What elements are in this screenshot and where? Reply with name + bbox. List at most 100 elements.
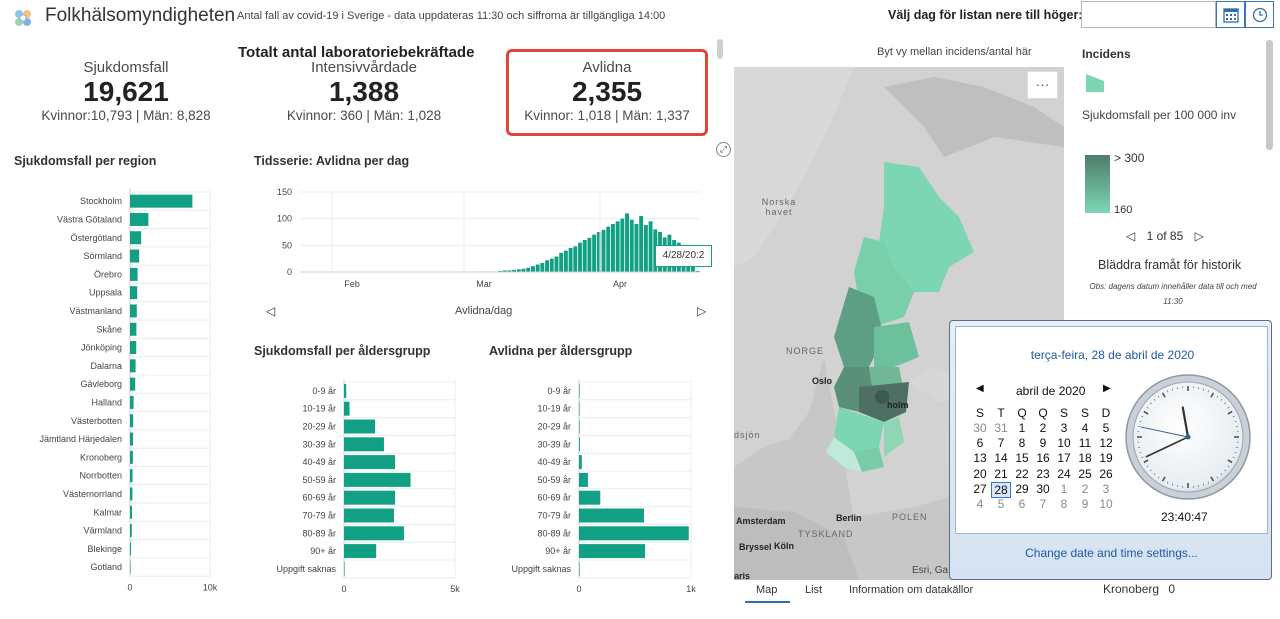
bar (130, 231, 142, 245)
clock-minute-hand (1145, 436, 1189, 458)
calendar-day[interactable]: 11 (1078, 436, 1092, 451)
date-input[interactable] (1081, 1, 1216, 28)
calendar-day[interactable]: 19 (1099, 451, 1113, 466)
change-datetime-settings-link[interactable]: Change date and time settings... (1025, 546, 1198, 560)
map-more-button[interactable]: ··· (1027, 71, 1058, 99)
calendar-day[interactable]: 6 (1018, 497, 1026, 511)
age-cases-chart: 0-9 år 10-19 år 20-29 år 30-39 år 40-49 år 50… (276, 380, 460, 594)
calendar-day[interactable]: 25 (1078, 466, 1092, 481)
bar (540, 262, 545, 272)
calendar-day[interactable]: 2 (1081, 481, 1089, 496)
calendar-day[interactable]: 2 (1039, 421, 1047, 435)
calendar-day[interactable]: 1 (1018, 421, 1026, 435)
calendar-day[interactable]: 13 (973, 451, 987, 466)
bar (601, 229, 606, 272)
calendar-day[interactable]: 5 (1102, 421, 1110, 435)
calendar-next-icon[interactable]: ▶ (1103, 383, 1111, 394)
bar (130, 341, 137, 355)
calendar-day[interactable]: 30 (973, 421, 987, 435)
active-tab-indicator (745, 601, 790, 603)
calendar-month-label[interactable]: abril de 2020 (1016, 384, 1086, 398)
calendar-day[interactable]: 15 (1015, 451, 1029, 466)
calendar-day[interactable]: 28 (991, 481, 1011, 498)
calendar-day[interactable]: 23 (1036, 466, 1050, 481)
calendar-day[interactable]: 8 (1018, 436, 1026, 451)
category-label: 90+ år (310, 546, 336, 556)
calendar-day[interactable]: 3 (1102, 481, 1110, 496)
category-label: Västernorrland (63, 489, 122, 499)
expand-icon[interactable]: ⤢ (716, 142, 731, 157)
next-arrow-icon[interactable]: ▷ (697, 304, 707, 318)
calendar-day[interactable]: 6 (976, 436, 984, 451)
map-toggle-label[interactable]: Byt vy mellan incidens/antal här (877, 46, 1032, 58)
tab-data-sources[interactable]: Information om datakällor (849, 584, 974, 596)
calendar-day[interactable]: 14 (994, 451, 1008, 466)
calendar-day[interactable]: 9 (1039, 436, 1047, 451)
bar (526, 267, 531, 272)
timeseries-chart-title: Tidsserie: Avlidna per dag (254, 154, 410, 168)
region-chart: Stockholm Västra Götaland Östergötland Sörm… (39, 188, 218, 592)
calendar-day[interactable]: 18 (1078, 451, 1092, 466)
calendar-day[interactable]: 5 (997, 497, 1005, 511)
calendar-day[interactable]: 21 (994, 466, 1008, 481)
bar (629, 219, 634, 272)
calendar-day[interactable]: 20 (973, 466, 987, 481)
calendar-day[interactable]: 17 (1057, 451, 1071, 466)
stat-deaths-value: 2,355 (571, 76, 643, 107)
calendar-day[interactable]: 27 (973, 481, 987, 496)
calendar-day[interactable]: 3 (1060, 421, 1068, 435)
calendar-day[interactable]: 8 (1060, 497, 1068, 511)
bar (130, 450, 133, 464)
calendar-day[interactable]: 31 (994, 421, 1008, 435)
calendar-weekday: S (975, 406, 984, 420)
calendar-prev-icon[interactable]: ◀ (976, 383, 984, 394)
bar (579, 383, 580, 398)
stat-icu: Intensivvårdade 1,388 Kvinnor: 360 | Män… (258, 59, 470, 123)
time-button[interactable] (1245, 1, 1274, 28)
calendar-day[interactable]: 29 (1015, 481, 1029, 496)
tab-list[interactable]: List (805, 584, 823, 596)
category-label: Kalmar (93, 507, 122, 517)
calendar-day[interactable]: 10 (1057, 436, 1071, 451)
calendar-day[interactable]: 26 (1099, 466, 1113, 481)
analog-clock (1125, 374, 1251, 500)
calendar-day[interactable]: 12 (1099, 436, 1113, 451)
bar (130, 414, 134, 428)
pager-next-icon[interactable]: ▷ (1194, 229, 1204, 243)
legend-scrollbar[interactable] (1266, 40, 1273, 150)
bar (615, 221, 620, 272)
long-date-link[interactable]: terça-feira, 28 de abril de 2020 (1030, 348, 1195, 362)
bar (625, 213, 630, 272)
stat-deaths-label: Avlidna (582, 59, 632, 76)
calendar-day[interactable]: 24 (1057, 466, 1071, 481)
calendar-button[interactable] (1216, 1, 1245, 28)
category-label: Uppgift saknas (511, 564, 571, 574)
bar (648, 221, 653, 272)
bar (130, 359, 136, 373)
calendar-day[interactable]: 30 (1036, 481, 1050, 496)
calendar-day[interactable]: 9 (1081, 497, 1089, 511)
bar (502, 270, 507, 272)
bar (549, 258, 554, 272)
calendar-day[interactable]: 4 (1081, 421, 1089, 435)
calendar-day[interactable]: 1 (1060, 481, 1068, 496)
bar (344, 544, 377, 559)
calendar-day[interactable]: 22 (1015, 466, 1029, 481)
category-label: 90+ år (545, 546, 571, 556)
calendar-day[interactable]: 16 (1036, 451, 1050, 466)
pager-prev-icon[interactable]: ◁ (1126, 229, 1136, 243)
calendar-day[interactable]: 7 (1039, 497, 1047, 511)
prev-arrow-icon[interactable]: ◁ (266, 304, 276, 318)
category-label: 50-59 år (302, 475, 336, 485)
bar (579, 455, 582, 470)
calendar-icon (1222, 7, 1239, 23)
calendar-day[interactable]: 7 (997, 436, 1005, 451)
panel-scrollbar[interactable] (717, 39, 723, 59)
tab-map[interactable]: Map (756, 584, 778, 596)
list-item[interactable]: Kronoberg 0 (1103, 582, 1175, 596)
category-label: Gotland (90, 562, 122, 572)
calendar-day[interactable]: 4 (976, 497, 984, 511)
legend-top-label: > 300 (1114, 151, 1145, 165)
calendar-day[interactable]: 10 (1099, 497, 1113, 511)
calendar-weekday: Q (1038, 406, 1048, 420)
